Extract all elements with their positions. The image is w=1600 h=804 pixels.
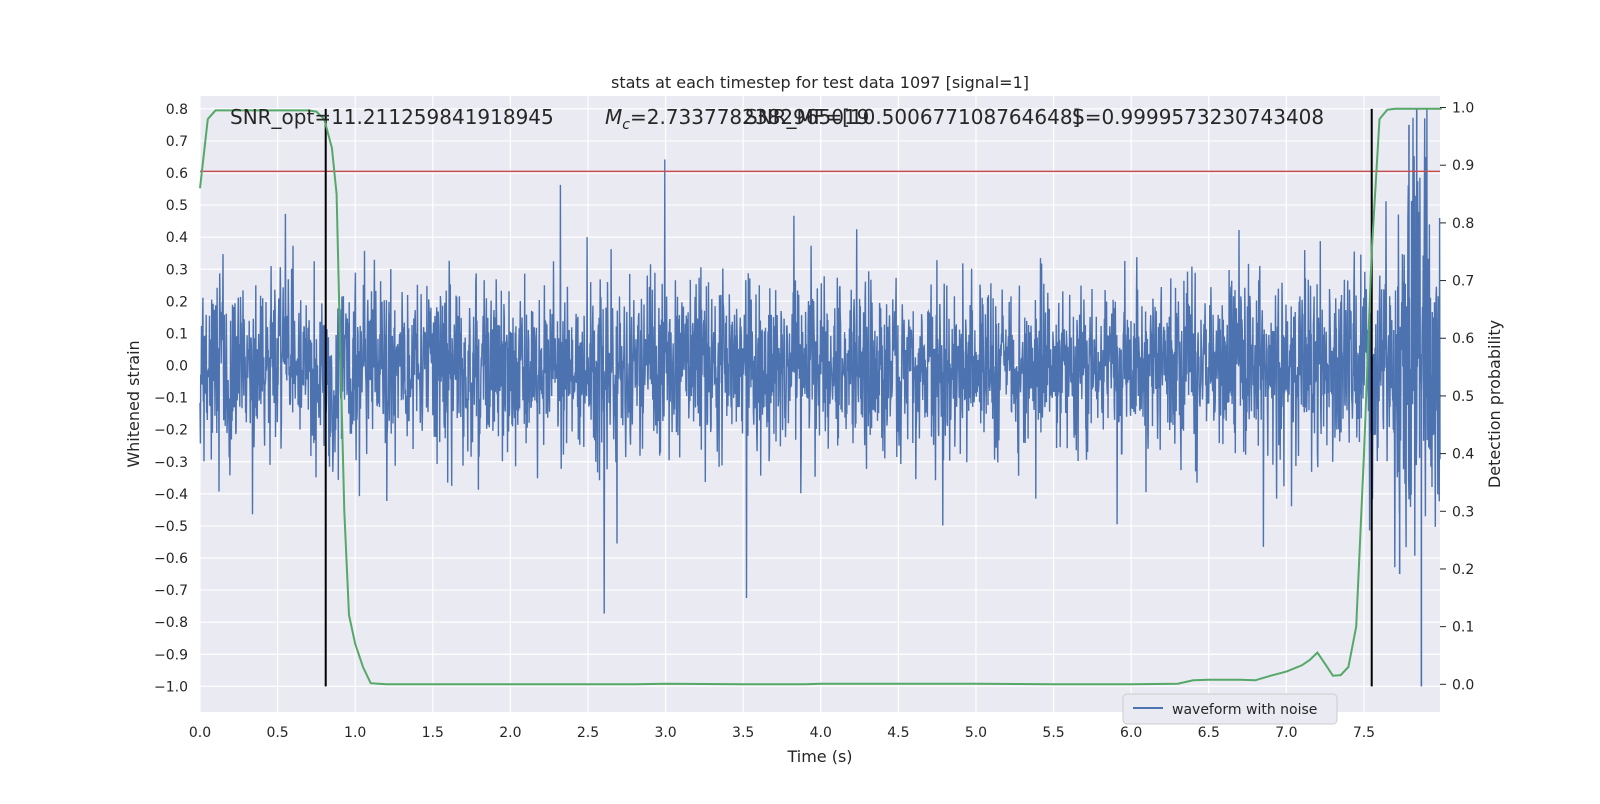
snr-opt-annotation: SNR_opt=11.211259841918945 [230, 105, 554, 129]
x-axis-title: Time (s) [786, 747, 852, 766]
y2-axis-title: Detection probability [1485, 320, 1504, 488]
y-tick-label: 0.2 [166, 294, 188, 310]
series-detection-probability [199, 107, 1442, 686]
y2-tick-label: 0.2 [1452, 562, 1474, 578]
y2-tick-label: 0.5 [1452, 389, 1474, 405]
y-tick-label: −0.3 [154, 455, 188, 471]
x-tick-label: 0.0 [189, 725, 211, 741]
mc-annotation: Mc=2.7337782382965019 [605, 105, 869, 133]
y2-tick-label: 1.0 [1452, 101, 1474, 117]
y2-axis-ticks: 1.0 0.9 0.8 0.7 0.6 0.5 0.4 0.3 0.2 0.1 0.0 [1440, 101, 1474, 693]
legend-box [1122, 693, 1338, 725]
chart-title: stats at each timestep for test data 109… [611, 73, 1029, 92]
y-tick-label: 0.6 [166, 166, 188, 182]
y-tick-label: −0.4 [154, 487, 188, 503]
legend: waveform with noise [1122, 693, 1338, 725]
y2-tick-label: 0.7 [1452, 274, 1474, 290]
x-tick-label: 7.5 [1353, 725, 1375, 741]
overlay-lines [200, 108, 1440, 687]
mc-value: =2.7337782382965019 [630, 105, 869, 129]
x-tick-label: 4.0 [810, 725, 832, 741]
y2-tick-label: 0.8 [1452, 216, 1474, 232]
x-tick-label: 2.0 [499, 725, 521, 741]
y-tick-label: −0.7 [154, 583, 188, 599]
y-tick-label: −0.2 [154, 423, 188, 439]
y-axis-ticks: 0.8 0.7 0.6 0.5 0.4 0.3 0.2 0.1 0.0 −0.1 −0.2 −0.3 −… [154, 102, 188, 695]
y-tick-label: −0.1 [154, 391, 188, 407]
x-tick-label: 3.5 [732, 725, 754, 741]
x-tick-label: 1.0 [344, 725, 366, 741]
y-tick-label: 0.1 [166, 326, 188, 342]
y2-tick-label: 0.3 [1452, 504, 1474, 520]
x-tick-label: 3.0 [654, 725, 676, 741]
snr-mf-annotation: SNR_MF=[10.500677108764648] [745, 105, 1080, 129]
y-tick-label: −1.0 [154, 679, 188, 695]
series-waveform-with-noise [199, 108, 1441, 687]
x-tick-label: 2.5 [577, 725, 599, 741]
x-tick-label: 5.5 [1042, 725, 1064, 741]
waveform-line [199, 108, 1441, 614]
y-tick-label: 0.5 [166, 198, 188, 214]
legend-label-waveform: waveform with noise [1172, 702, 1317, 718]
y-tick-label: −0.8 [154, 615, 188, 631]
y2-tick-label: 0.0 [1452, 677, 1474, 693]
y-tick-label: 0.0 [166, 359, 188, 375]
y-tick-label: −0.5 [154, 519, 188, 535]
y-tick-label: −0.9 [154, 647, 188, 663]
y2-tick-label: 0.6 [1452, 331, 1474, 347]
detection-probability-line [199, 107, 1442, 686]
mc-symbol: M [605, 105, 622, 129]
s-annotation: S=0.9999573230743408 [1072, 105, 1324, 129]
x-tick-label: 6.5 [1198, 725, 1220, 741]
x-tick-label: 6.0 [1120, 725, 1142, 741]
y2-tick-label: 0.1 [1452, 620, 1474, 636]
y-tick-label: 0.8 [166, 102, 188, 118]
x-axis-ticks: 0.0 0.5 1.0 1.5 2.0 2.5 3.0 3.5 4.0 4.5 5.0 5.5 6.0 6… [189, 725, 1375, 741]
mc-subscript: c [622, 117, 630, 133]
x-tick-label: 5.0 [965, 725, 987, 741]
y2-tick-label: 0.9 [1452, 158, 1474, 174]
y2-tick-label: 0.4 [1452, 447, 1474, 463]
y-tick-label: 0.3 [166, 262, 188, 278]
x-tick-label: 7.0 [1275, 725, 1297, 741]
y-tick-label: −0.6 [154, 551, 188, 567]
x-tick-label: 0.5 [266, 725, 288, 741]
y-tick-label: 0.4 [166, 230, 188, 246]
x-tick-label: 1.5 [422, 725, 444, 741]
x-tick-label: 4.5 [887, 725, 909, 741]
y-axis-title: Whitened strain [124, 340, 143, 467]
y-tick-label: 0.7 [166, 134, 188, 150]
